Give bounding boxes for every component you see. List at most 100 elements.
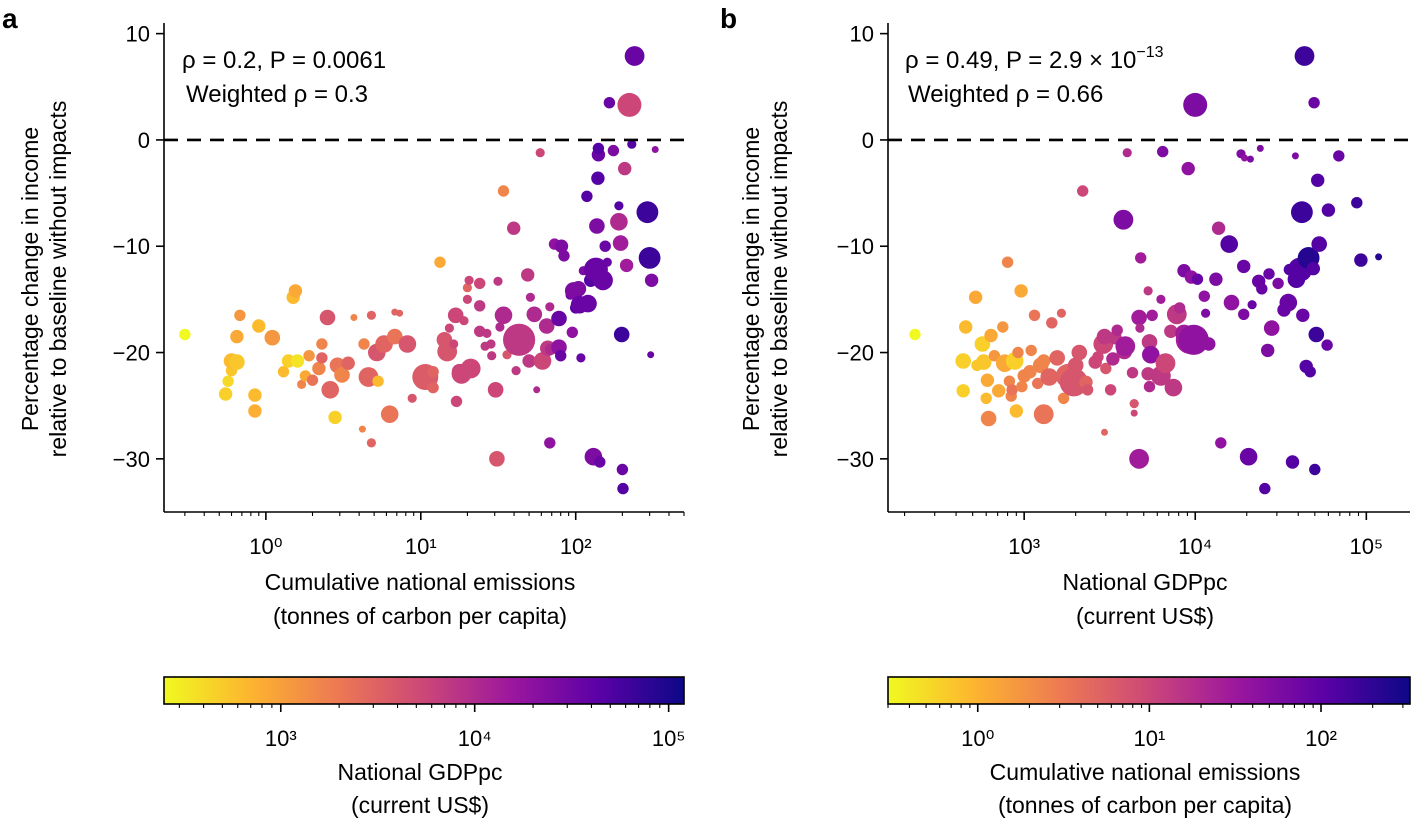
data-point-b-19	[1006, 384, 1018, 396]
panel-letter-a: a	[2, 3, 18, 34]
colorbar-tick-label-a-0: 10³	[265, 726, 297, 751]
x-tick-label-b-1: 10⁴	[1178, 534, 1212, 559]
data-point-a-117	[602, 257, 612, 267]
data-point-b-82	[1181, 161, 1195, 176]
x-axis-label-b-line-1: National GDPpc	[1063, 569, 1228, 595]
colorbar-label-a-line-1: National GDPpc	[338, 759, 503, 785]
data-point-b-97	[1237, 259, 1251, 274]
data-point-b-49	[1096, 328, 1113, 345]
data-point-a-61	[460, 358, 481, 379]
data-point-b-37	[1057, 392, 1070, 404]
data-point-a-74	[497, 185, 510, 197]
data-point-a-110	[589, 218, 605, 234]
data-point-a-83	[533, 386, 541, 394]
data-point-b-69	[1143, 380, 1156, 393]
data-point-a-0	[179, 328, 191, 341]
data-point-a-21	[312, 361, 326, 376]
data-point-a-34	[366, 438, 376, 448]
data-point-b-23	[1014, 284, 1028, 298]
colorbar-ticks-a: 10³ 10⁴ 10⁵	[178, 704, 685, 751]
scatter-points-b	[909, 46, 1383, 495]
data-point-b-35	[1049, 350, 1065, 366]
data-point-b-114	[1285, 455, 1300, 469]
data-point-b-67	[1143, 286, 1153, 296]
data-point-a-70	[489, 451, 505, 467]
data-point-b-54	[1111, 324, 1123, 336]
y-ticks-b: 10 0 −10 −20 −30	[837, 22, 888, 472]
y-tick-label-a-2: −10	[113, 234, 150, 259]
data-point-b-125	[1308, 97, 1320, 109]
data-point-b-64	[1135, 323, 1145, 333]
data-point-a-24	[319, 309, 336, 326]
data-point-b-88	[1198, 290, 1211, 302]
data-point-a-88	[544, 437, 556, 449]
data-point-a-54	[450, 395, 463, 408]
data-point-b-99	[1241, 154, 1248, 162]
data-point-a-129	[627, 139, 637, 149]
data-point-b-27	[1025, 344, 1037, 357]
data-point-b-90	[1202, 337, 1216, 351]
stat-line-2-b: Weighted ρ = 0.66	[908, 81, 1103, 108]
data-point-a-103	[576, 353, 586, 363]
colorbar-tick-label-b-2: 10²	[1305, 726, 1337, 751]
data-point-b-60	[1129, 399, 1139, 409]
data-point-a-40	[387, 328, 403, 345]
data-point-a-47	[427, 381, 439, 394]
data-point-a-96	[558, 250, 570, 262]
data-point-b-132	[1333, 150, 1345, 162]
data-point-a-105	[581, 190, 593, 202]
data-point-a-15	[288, 284, 303, 298]
data-point-a-22	[316, 352, 328, 364]
data-point-b-87	[1191, 273, 1204, 285]
x-tick-label-a-1: 10¹	[405, 534, 437, 559]
data-point-b-112	[1279, 293, 1298, 312]
data-point-a-53	[447, 307, 464, 324]
data-point-b-55	[1113, 209, 1134, 230]
data-point-a-81	[525, 292, 536, 302]
data-point-a-134	[644, 273, 659, 287]
data-point-b-3	[959, 320, 973, 334]
colorbar-label-a-line-2: (current US$)	[351, 792, 489, 818]
data-point-b-100	[1239, 447, 1258, 466]
data-point-a-84	[535, 148, 545, 158]
data-point-b-10	[980, 410, 997, 427]
data-point-b-104	[1256, 144, 1264, 152]
data-point-b-33	[1040, 368, 1058, 386]
data-point-b-86	[1183, 92, 1208, 117]
data-point-a-5	[229, 354, 245, 370]
data-point-a-6	[230, 329, 244, 344]
data-point-a-131	[636, 201, 659, 224]
data-point-a-39	[380, 405, 399, 424]
data-point-a-20	[306, 374, 319, 386]
data-point-b-94	[1220, 235, 1238, 253]
data-point-b-65	[1135, 252, 1147, 264]
data-point-b-26	[1023, 365, 1037, 379]
data-point-a-59	[462, 294, 472, 304]
data-point-b-52	[1106, 352, 1120, 366]
data-point-a-119	[607, 144, 620, 157]
data-point-a-128	[617, 92, 642, 117]
y-tick-label-b-2: −10	[837, 234, 874, 259]
data-point-a-79	[521, 268, 535, 282]
data-point-b-119	[1296, 308, 1310, 322]
data-point-a-85	[533, 352, 552, 370]
data-point-b-1	[955, 353, 971, 369]
data-point-b-75	[1155, 353, 1176, 374]
data-point-b-76	[1164, 324, 1178, 338]
colorbar-b	[887, 676, 1411, 705]
stat-line-2-a: Weighted ρ = 0.3	[186, 81, 368, 108]
data-point-a-77	[511, 366, 521, 376]
data-point-b-110	[1272, 277, 1284, 290]
x-axis-label-a-line-2: (tonnes of carbon per capita)	[273, 603, 567, 629]
data-point-b-106	[1259, 482, 1271, 495]
data-point-b-63	[1131, 309, 1147, 326]
y-tick-label-b-3: −20	[837, 341, 874, 366]
data-point-a-120	[614, 201, 624, 211]
data-point-a-68	[487, 351, 497, 361]
data-point-b-105	[1256, 283, 1268, 295]
y-axis-label-a-line-2: relative to baseline without impacts	[45, 101, 71, 458]
data-point-a-125	[617, 482, 629, 495]
data-point-a-2	[222, 375, 234, 387]
data-point-a-32	[358, 338, 370, 350]
